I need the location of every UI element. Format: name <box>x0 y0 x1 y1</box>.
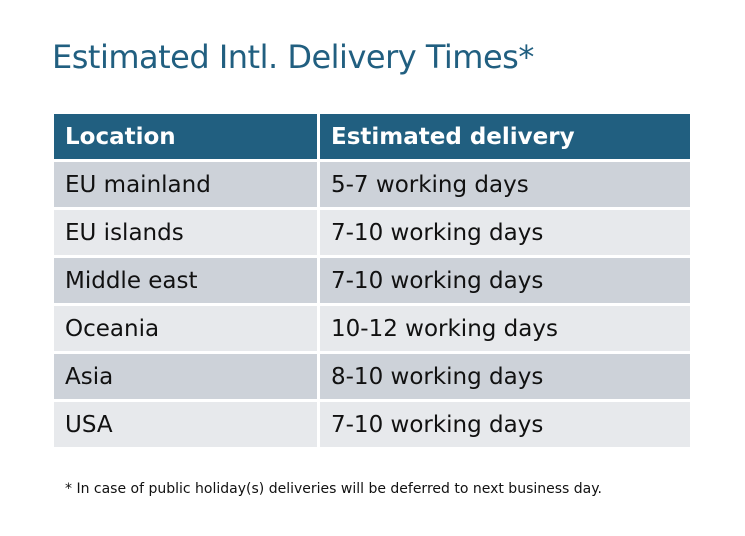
footnote: * In case of public holiday(s) deliverie… <box>65 481 602 497</box>
page-title: Estimated Intl. Delivery Times* <box>52 38 534 76</box>
location-cell: Middle east <box>54 258 317 303</box>
table-row: Oceania 10-12 working days <box>54 306 690 351</box>
table-row: USA 7-10 working days <box>54 402 690 447</box>
delivery-cell: 7-10 working days <box>320 402 690 447</box>
delivery-cell: 8-10 working days <box>320 354 690 399</box>
delivery-table: Location Estimated delivery EU mainland … <box>51 111 693 450</box>
delivery-cell: 10-12 working days <box>320 306 690 351</box>
table-row: Asia 8-10 working days <box>54 354 690 399</box>
location-cell: EU islands <box>54 210 317 255</box>
delivery-cell: 7-10 working days <box>320 210 690 255</box>
table-row: Middle east 7-10 working days <box>54 258 690 303</box>
table-header-row: Location Estimated delivery <box>54 114 690 159</box>
location-cell: Oceania <box>54 306 317 351</box>
column-header-estimated-delivery: Estimated delivery <box>320 114 690 159</box>
location-cell: EU mainland <box>54 162 317 207</box>
column-header-location: Location <box>54 114 317 159</box>
delivery-cell: 5-7 working days <box>320 162 690 207</box>
table-row: EU islands 7-10 working days <box>54 210 690 255</box>
location-cell: Asia <box>54 354 317 399</box>
location-cell: USA <box>54 402 317 447</box>
delivery-cell: 7-10 working days <box>320 258 690 303</box>
table-row: EU mainland 5-7 working days <box>54 162 690 207</box>
